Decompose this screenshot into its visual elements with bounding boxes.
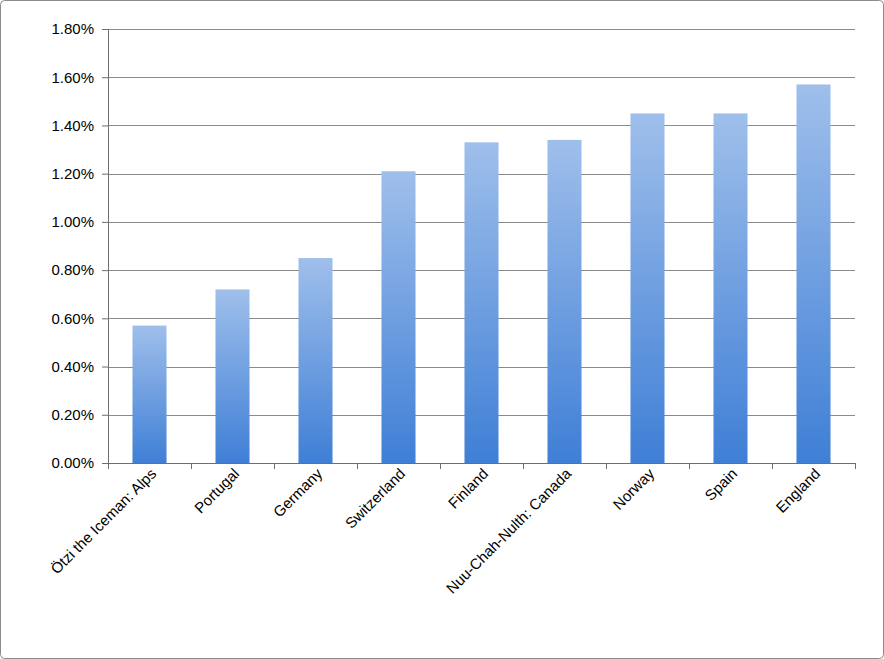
y-tick-label: 0.80% xyxy=(51,261,94,278)
x-tick-label: Switzerland xyxy=(341,465,408,532)
y-tick-label: 1.00% xyxy=(51,213,94,230)
y-axis-line xyxy=(102,30,109,464)
grid-line xyxy=(108,77,855,78)
bars xyxy=(132,84,830,463)
y-tick: 0.20% xyxy=(51,406,108,423)
x-separator xyxy=(440,463,441,469)
x-tick: England xyxy=(772,463,823,516)
y-tick-label: 1.80% xyxy=(51,20,94,37)
y-tick-label: 1.20% xyxy=(51,165,94,182)
bar xyxy=(381,171,415,463)
bar xyxy=(713,113,747,463)
y-tick-label: 0.60% xyxy=(51,310,94,327)
x-tick: Spain xyxy=(701,463,740,504)
chart-frame xyxy=(1,1,884,659)
x-tick: Norway xyxy=(609,463,657,513)
y-tick-mark xyxy=(102,174,108,175)
y-tick-label: 0.00% xyxy=(51,454,94,471)
y-tick-mark xyxy=(102,77,108,78)
y-tick: 1.60% xyxy=(51,69,108,86)
y-tick-label: 1.60% xyxy=(51,69,94,86)
x-tick-label: Ötzi the Iceman: Alps xyxy=(47,465,159,577)
y-tick-label: 1.40% xyxy=(51,117,94,134)
x-tick: Nuu-Chah-Nulth: Canada xyxy=(443,463,575,597)
y-tick-mark xyxy=(102,463,108,464)
x-tick-label: Nuu-Chah-Nulth: Canada xyxy=(443,464,575,596)
x-tick-label: Spain xyxy=(701,465,740,504)
x-tick: Finland xyxy=(445,463,492,512)
x-axis-line xyxy=(109,463,856,464)
y-tick-mark xyxy=(102,415,108,416)
y-tick: 1.40% xyxy=(51,117,108,134)
y-tick-label: 0.20% xyxy=(51,406,94,423)
x-separators xyxy=(109,463,856,469)
bar xyxy=(796,84,830,463)
x-separator xyxy=(108,463,109,469)
grid xyxy=(108,30,855,464)
bar xyxy=(464,142,498,463)
y-tick-mark xyxy=(102,318,108,319)
y-tick: 1.00% xyxy=(51,213,108,230)
x-tick-label: Norway xyxy=(609,464,657,512)
y-tick: 0.80% xyxy=(51,261,108,278)
y-tick-mark xyxy=(102,222,108,223)
y-tick: 1.80% xyxy=(51,20,108,37)
y-tick-mark xyxy=(102,367,108,368)
grid-line xyxy=(108,463,855,464)
x-separator xyxy=(523,463,524,469)
bar xyxy=(298,258,332,463)
x-tick: Switzerland xyxy=(341,463,408,532)
grid-line xyxy=(108,29,855,30)
x-separator xyxy=(855,463,856,469)
bar xyxy=(547,140,581,463)
y-tick-mark xyxy=(102,125,108,126)
plot: 0.00% 0.20% 0.40% 0.60% 0.80% 1.00% 1.20% 1.40%… xyxy=(47,20,855,596)
x-tick: Portugal xyxy=(191,463,243,516)
y-tick: 1.20% xyxy=(51,165,108,182)
x-separator xyxy=(274,463,275,469)
x-separator xyxy=(191,463,192,469)
bar xyxy=(215,289,249,463)
y-tick: 0.60% xyxy=(51,310,108,327)
y-tick: 0.40% xyxy=(51,358,108,375)
x-separator xyxy=(606,463,607,469)
x-separator xyxy=(772,463,773,469)
y-axis: 0.00% 0.20% 0.40% 0.60% 0.80% 1.00% 1.20% 1.40%… xyxy=(51,20,108,471)
x-axis: Ötzi the Iceman: Alps Portugal Germany Swit… xyxy=(47,463,855,597)
y-tick-mark xyxy=(102,270,108,271)
x-separator xyxy=(357,463,358,469)
x-tick-label: Finland xyxy=(445,465,492,512)
y-tick-mark xyxy=(102,29,108,30)
x-tick-label: Portugal xyxy=(191,465,243,517)
chart: 0.00% 0.20% 0.40% 0.60% 0.80% 1.00% 1.20% 1.40%… xyxy=(0,0,884,659)
x-tick: Ötzi the Iceman: Alps xyxy=(47,463,159,577)
x-tick-label: England xyxy=(772,465,823,516)
bar xyxy=(132,326,166,463)
y-tick: 0.00% xyxy=(51,454,108,471)
x-separator xyxy=(689,463,690,469)
y-tick-label: 0.40% xyxy=(51,358,94,375)
x-tick-label: Germany xyxy=(270,464,326,520)
bar xyxy=(630,113,664,463)
x-tick: Germany xyxy=(270,463,326,520)
